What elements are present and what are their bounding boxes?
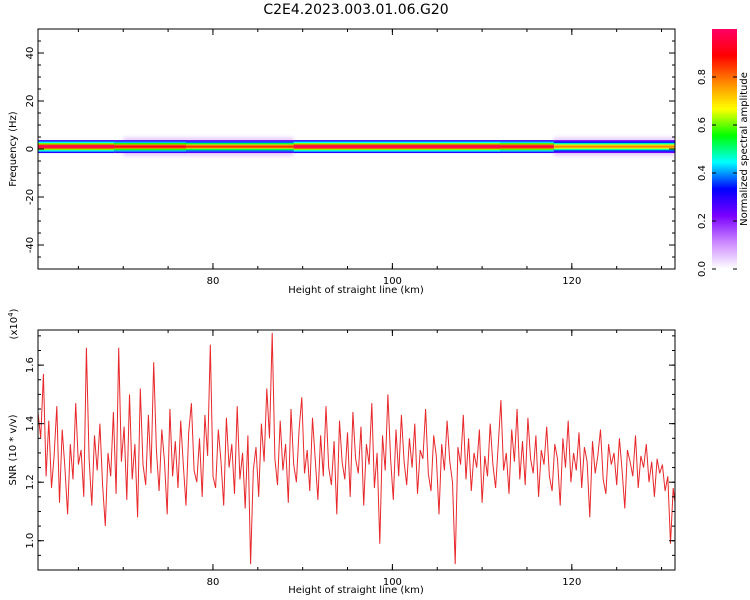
spectrogram-xlabel: Height of straight line (km) (288, 285, 424, 296)
snr-panel: 80 100 120 1.6 1.4 1.2 1.0 Height of straight … (7, 308, 676, 596)
spectrogram-segment-4 (500, 140, 554, 154)
snr-xtick-label: 100 (383, 577, 402, 588)
spectrogram-ytick-label: 0 (25, 146, 36, 152)
snr-ytick-label: 1.6 (25, 357, 36, 373)
colorbar-label: Normalized spectral amplitude (739, 72, 750, 226)
snr-ylabel: SNR (10 * v/v) (8, 414, 19, 485)
snr-series-line (38, 332, 675, 565)
spectrogram-ylabel: Frequency (Hz) (8, 111, 19, 187)
spectrogram-panel: 80 100 120 40 20 0 -20 -40 Height of straight l… (8, 28, 676, 296)
spectrogram-ytick-label: 20 (25, 95, 36, 108)
colorbar-tick-label: 0.2 (697, 213, 708, 229)
spectrogram-segment-0 (38, 140, 115, 154)
colorbar-gradient (712, 29, 737, 269)
spectrogram-band (38, 137, 675, 157)
colorbar-ticks: 0.0 0.2 0.4 0.6 0.8 (697, 69, 737, 277)
spectrogram-ytick-label: 40 (25, 47, 36, 60)
spectrogram-segment-3 (293, 140, 501, 154)
snr-xlabel: Height of straight line (km) (288, 585, 424, 596)
spectrogram-ticks: 80 100 120 40 20 0 -20 -40 (25, 28, 675, 287)
spectrogram-xtick-label: 100 (383, 276, 402, 287)
colorbar-tick-label: 0.6 (697, 117, 708, 133)
spectrogram-segment-2 (186, 140, 294, 154)
colorbar-tick-label: 0.4 (697, 165, 708, 181)
colorbar-tick-label: 0.8 (697, 69, 708, 85)
colorbar-tick-label: 0.0 (697, 261, 708, 277)
snr-xtick-label: 120 (562, 577, 581, 588)
spectrogram-ytick-label: -20 (25, 189, 36, 205)
snr-ticks: 80 100 120 1.6 1.4 1.2 1.0 (25, 330, 675, 588)
spectrogram-xtick-label: 80 (207, 276, 220, 287)
colorbar: 0.0 0.2 0.4 0.6 0.8 Normalized spectral ampl… (697, 29, 750, 277)
snr-ytick-label: 1.4 (25, 416, 36, 432)
spectrogram-xtick-label: 120 (562, 276, 581, 287)
snr-ytick-label: 1.0 (25, 533, 36, 549)
spectrogram-segment-5 (553, 140, 675, 154)
snr-ytick-label: 1.2 (25, 474, 36, 490)
snr-frame (37, 329, 676, 571)
spectrogram-ytick-label: -40 (25, 237, 36, 253)
snr-multiplier: (x104) (7, 308, 20, 339)
spectrogram-segment-1 (114, 140, 187, 154)
figure-title: C2E4.2023.003.01.06.G20 (263, 2, 448, 18)
snr-xtick-label: 80 (207, 577, 220, 588)
